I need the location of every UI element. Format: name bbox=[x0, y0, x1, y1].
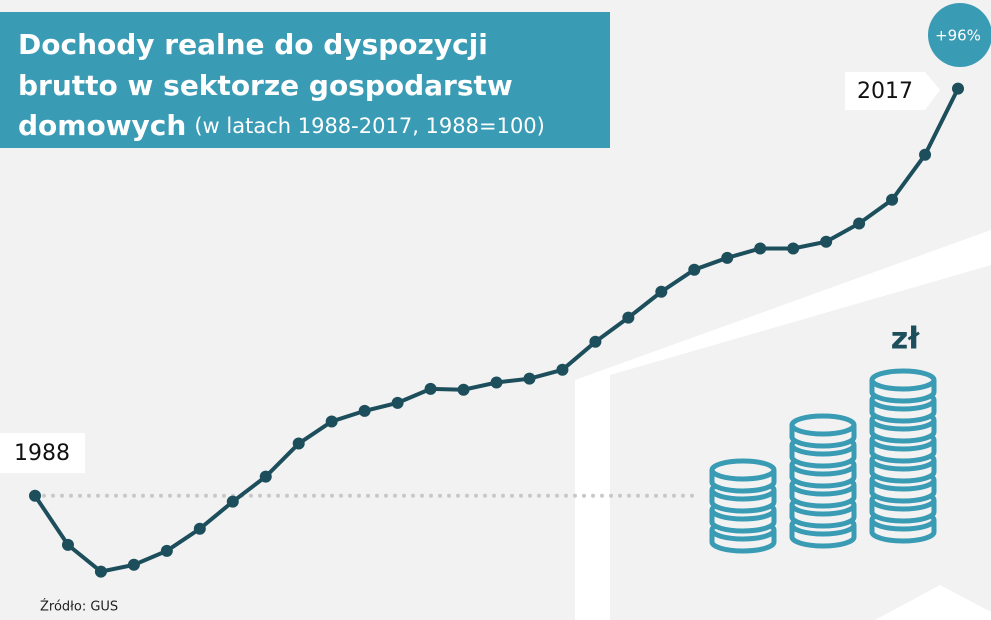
point bbox=[128, 559, 140, 571]
annotation: +96% bbox=[935, 27, 981, 45]
point bbox=[194, 523, 206, 535]
point bbox=[62, 539, 74, 551]
point bbox=[952, 83, 964, 95]
point bbox=[425, 383, 437, 395]
chart-title: brutto w sektorze gospodarstw bbox=[18, 69, 513, 102]
point bbox=[523, 373, 535, 385]
point bbox=[260, 471, 272, 483]
point bbox=[326, 416, 338, 428]
point bbox=[754, 243, 766, 255]
point bbox=[589, 336, 601, 348]
chart-subtitle: (w latach 1988-2017, 1988=100) bbox=[194, 114, 545, 138]
point bbox=[392, 397, 404, 409]
chart-title: domowych (w latach 1988-2017, 1988=100) bbox=[18, 109, 545, 142]
start-label: 1988 bbox=[14, 441, 70, 466]
page: {"chart_data": {"type": "line", "title":… bbox=[0, 0, 991, 620]
point bbox=[820, 236, 832, 248]
point bbox=[293, 438, 305, 450]
chart: Dochody realne do dyspozycji brutto w se… bbox=[0, 0, 991, 620]
point bbox=[458, 384, 470, 396]
point bbox=[359, 405, 371, 417]
coin bbox=[792, 416, 854, 434]
coin bbox=[712, 461, 774, 479]
coin bbox=[872, 371, 934, 389]
point bbox=[787, 243, 799, 255]
point bbox=[853, 217, 865, 229]
point bbox=[491, 376, 503, 388]
point bbox=[29, 490, 41, 502]
chart-title: Dochody realne do dyspozycji bbox=[18, 28, 488, 61]
point bbox=[161, 545, 173, 557]
point bbox=[556, 364, 568, 376]
point bbox=[655, 286, 667, 298]
icon-label: zł bbox=[891, 322, 920, 357]
point bbox=[622, 312, 634, 324]
point bbox=[95, 566, 107, 578]
point bbox=[688, 264, 700, 276]
end-label: 2017 bbox=[857, 79, 913, 104]
point bbox=[227, 496, 239, 508]
point bbox=[886, 194, 898, 206]
chart-title: domowych bbox=[18, 109, 186, 142]
point bbox=[919, 149, 931, 161]
point bbox=[721, 252, 733, 264]
source: Źródło: GUS bbox=[40, 599, 118, 615]
